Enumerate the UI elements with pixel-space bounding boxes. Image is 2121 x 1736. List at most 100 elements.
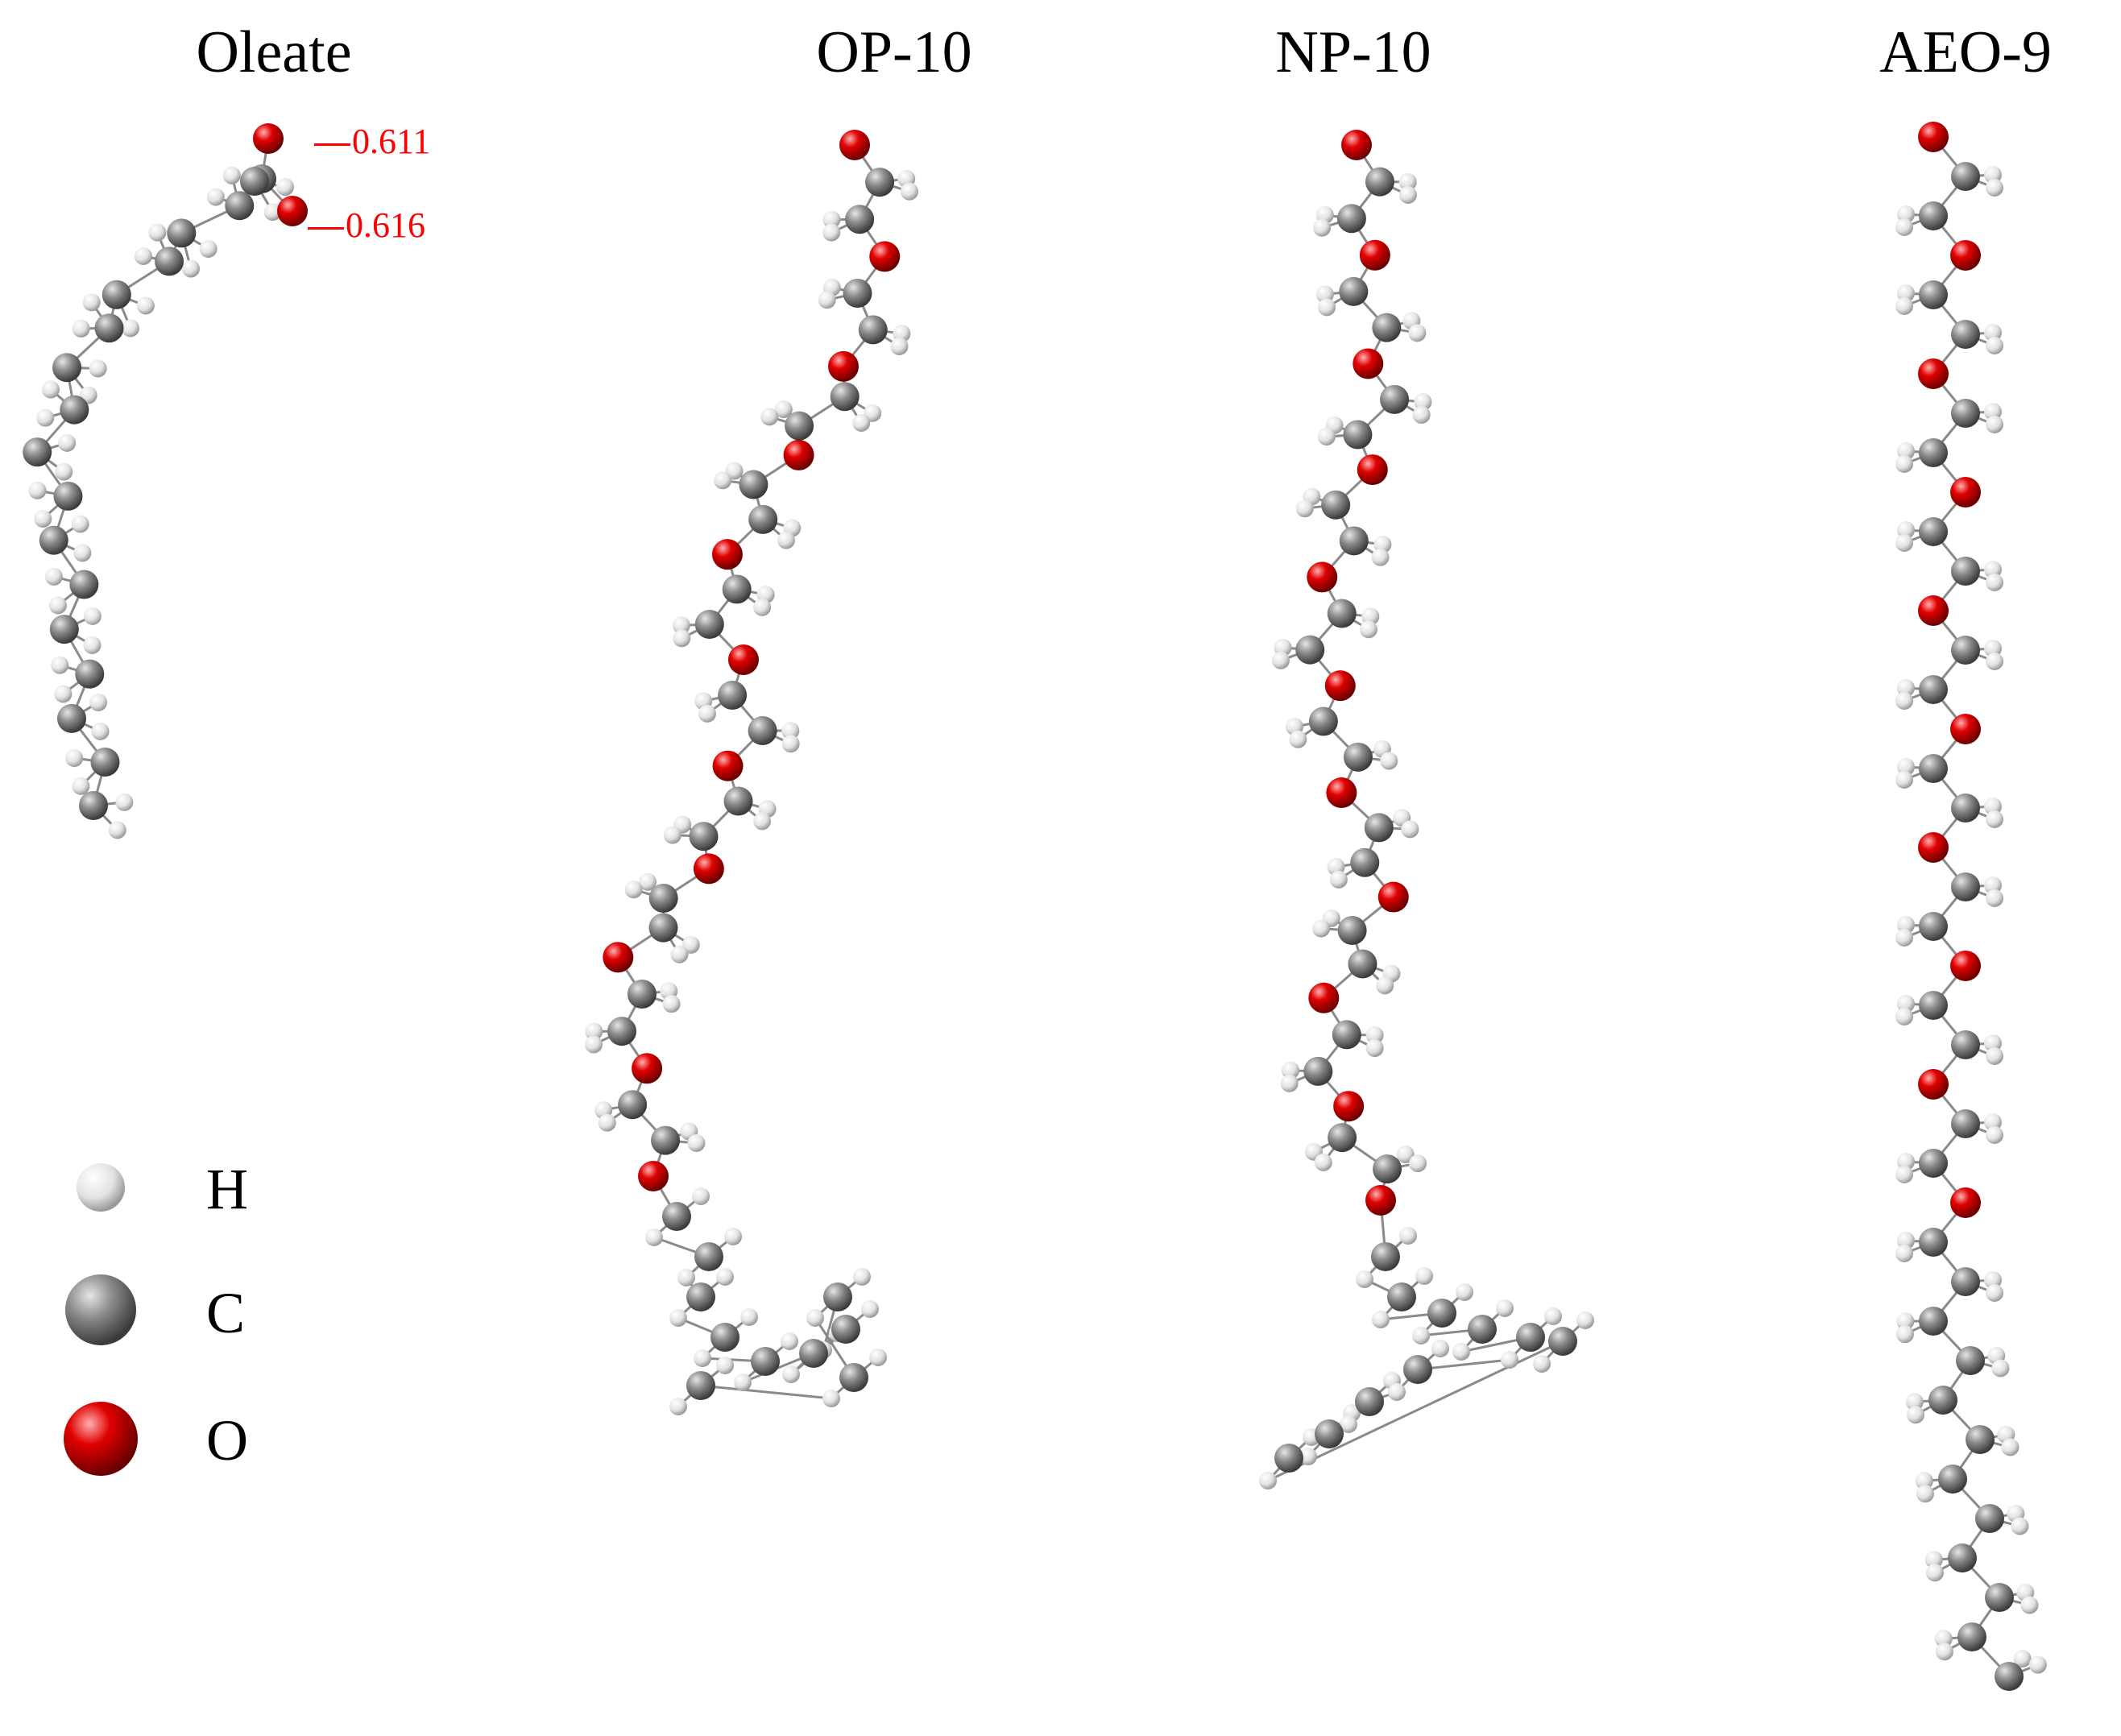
aeo-9-hydrogen-atom (1895, 1008, 1913, 1025)
aeo-9-carbon-atom (1975, 1504, 2004, 1533)
aeo-9-carbon-atom (1951, 872, 1980, 901)
op-10-hydrogen-atom (818, 291, 836, 309)
oleate-hydrogen-atom (55, 462, 73, 481)
np-10-oxygen-atom (1333, 1091, 1365, 1122)
oleate-hydrogen-atom (148, 223, 167, 242)
np-10-hydrogen-atom (1359, 620, 1377, 639)
op-10-hydrogen-atom (585, 1022, 603, 1041)
np-10-carbon-atom (1337, 916, 1367, 946)
np-10-hydrogen-atom (1295, 499, 1314, 518)
op-10-hydrogen-atom (639, 872, 657, 891)
aeo-9-carbon-atom (1919, 1228, 1948, 1257)
np-10-tail-carbon-atom (1274, 1444, 1303, 1473)
np-10-hydrogen-atom (1371, 548, 1390, 566)
op-10-hydrogen-atom (900, 182, 918, 201)
np-10-oxygen-atom (1377, 881, 1409, 913)
np-10-carbon-atom (1295, 635, 1325, 665)
oleate-hydrogen-atom (72, 319, 90, 338)
np-10-carbon-atom (1373, 1154, 1402, 1184)
oleate-hydrogen-atom (89, 693, 108, 711)
op-10-carbon-atom (718, 681, 748, 711)
aeo-9-hydrogen-atom (1984, 561, 2002, 578)
molecule-title-aeo-9: AEO-9 (1879, 19, 2052, 85)
oleate-hydrogen-atom (36, 408, 55, 427)
op-10-hydrogen-atom (694, 1349, 711, 1367)
aeo-9-carbon-atom (1956, 1346, 1985, 1375)
op-10-hydrogen-atom (663, 826, 681, 844)
np-10-hydrogen-atom (1452, 1343, 1470, 1361)
aeo-9-hydrogen-atom (1984, 798, 2002, 815)
op-10-hydrogen-atom (669, 1309, 687, 1327)
oleate-carbon-atom (49, 615, 79, 644)
np-10-tail-carbon-atom (1371, 1242, 1400, 1271)
np-10-hydrogen-atom (1576, 1311, 1594, 1329)
op-10-hydrogen-atom (782, 1365, 800, 1383)
op-10-carbon-atom (865, 168, 895, 197)
op-10-tail-carbon-atom (662, 1202, 691, 1231)
op-10-tail-carbon-atom (686, 1282, 715, 1311)
np-10-hydrogen-atom (1365, 1039, 1384, 1058)
np-10-hydrogen-atom (1340, 1415, 1357, 1433)
aeo-9-oxygen-atom (1950, 477, 1981, 508)
op-10-carbon-atom (689, 822, 719, 851)
oleate-carbon-atom (69, 570, 99, 599)
np-10-hydrogen-atom (1280, 1074, 1299, 1092)
aeo-9-hydrogen-atom (1984, 640, 2002, 657)
bond (1417, 1358, 1510, 1371)
np-10-tail-carbon-atom (1387, 1282, 1416, 1311)
op-10-hydrogen-atom (753, 812, 772, 831)
op-10-carbon-atom (858, 315, 888, 345)
np-10-hydrogen-atom (1533, 1355, 1551, 1373)
np-10-carbon-atom (1328, 1123, 1357, 1153)
np-10-oxygen-atom (1341, 130, 1372, 160)
aeo-9-hydrogen-atom (2013, 1649, 2032, 1668)
charge-leader-line-o2 (308, 227, 344, 230)
aeo-9-oxygen-atom (1950, 240, 1981, 271)
aeo-9-hydrogen-atom (1896, 1312, 1915, 1331)
np-10-hydrogen-atom (1259, 1472, 1277, 1489)
aeo-9-hydrogen-atom (1984, 324, 2002, 342)
np-10-hydrogen-atom (1329, 870, 1348, 889)
oleate-carbon-atom (225, 191, 255, 221)
oleate-carbon-atom (52, 353, 82, 383)
op-10-hydrogen-atom (740, 1308, 758, 1326)
np-10-tail-carbon-atom (1548, 1327, 1577, 1356)
aeo-9-carbon-atom (1995, 1662, 2024, 1691)
aeo-9-hydrogen-atom (1986, 1126, 2003, 1144)
aeo-9-hydrogen-atom (1991, 1359, 2010, 1378)
np-10-hydrogen-atom (1398, 172, 1417, 191)
oleate-oxygen-atom-2 (277, 196, 308, 226)
aeo-9-oxygen-atom (1918, 122, 1949, 152)
oleate-hydrogen-atom (108, 821, 126, 839)
aeo-9-carbon-atom (1966, 1425, 1995, 1454)
np-10-oxygen-atom (1326, 777, 1357, 809)
oleate-carbon-atom (53, 481, 83, 511)
oleate-hydrogen-atom (275, 178, 294, 197)
aeo-9-carbon-atom (1938, 1465, 1967, 1494)
aeo-9-hydrogen-atom (1895, 1245, 1913, 1262)
aeo-9-hydrogen-atom (1897, 521, 1915, 539)
aeo-9-carbon-atom (1919, 754, 1948, 783)
np-10-hydrogen-atom (1314, 1153, 1332, 1171)
aeo-9-hydrogen-atom (1984, 403, 2002, 421)
op-10-carbon-atom (694, 609, 724, 639)
aeo-9-hydrogen-atom (1984, 1113, 2002, 1131)
oleate-hydrogen-atom (222, 166, 241, 184)
op-10-carbon-atom (830, 382, 860, 412)
np-10-hydrogen-atom (1399, 1227, 1417, 1245)
aeo-9-carbon-atom (1951, 1109, 1980, 1138)
np-10-carbon-atom (1365, 167, 1394, 197)
np-10-carbon-atom (1332, 1020, 1361, 1050)
op-10-carbon-atom (748, 504, 778, 534)
aeo-9-carbon-atom (1919, 201, 1948, 230)
np-10-hydrogen-atom (1388, 1383, 1406, 1401)
aeo-9-carbon-atom (1948, 1543, 1977, 1572)
charge-leader-line-o1 (314, 143, 350, 147)
op-10-hydrogen-atom (760, 408, 779, 426)
np-10-hydrogen-atom (1456, 1283, 1473, 1301)
aeo-9-oxygen-atom (1950, 714, 1981, 744)
aeo-9-hydrogen-atom (1895, 534, 1913, 552)
op-10-oxygen-atom (603, 942, 634, 973)
aeo-9-carbon-atom (1919, 675, 1948, 704)
